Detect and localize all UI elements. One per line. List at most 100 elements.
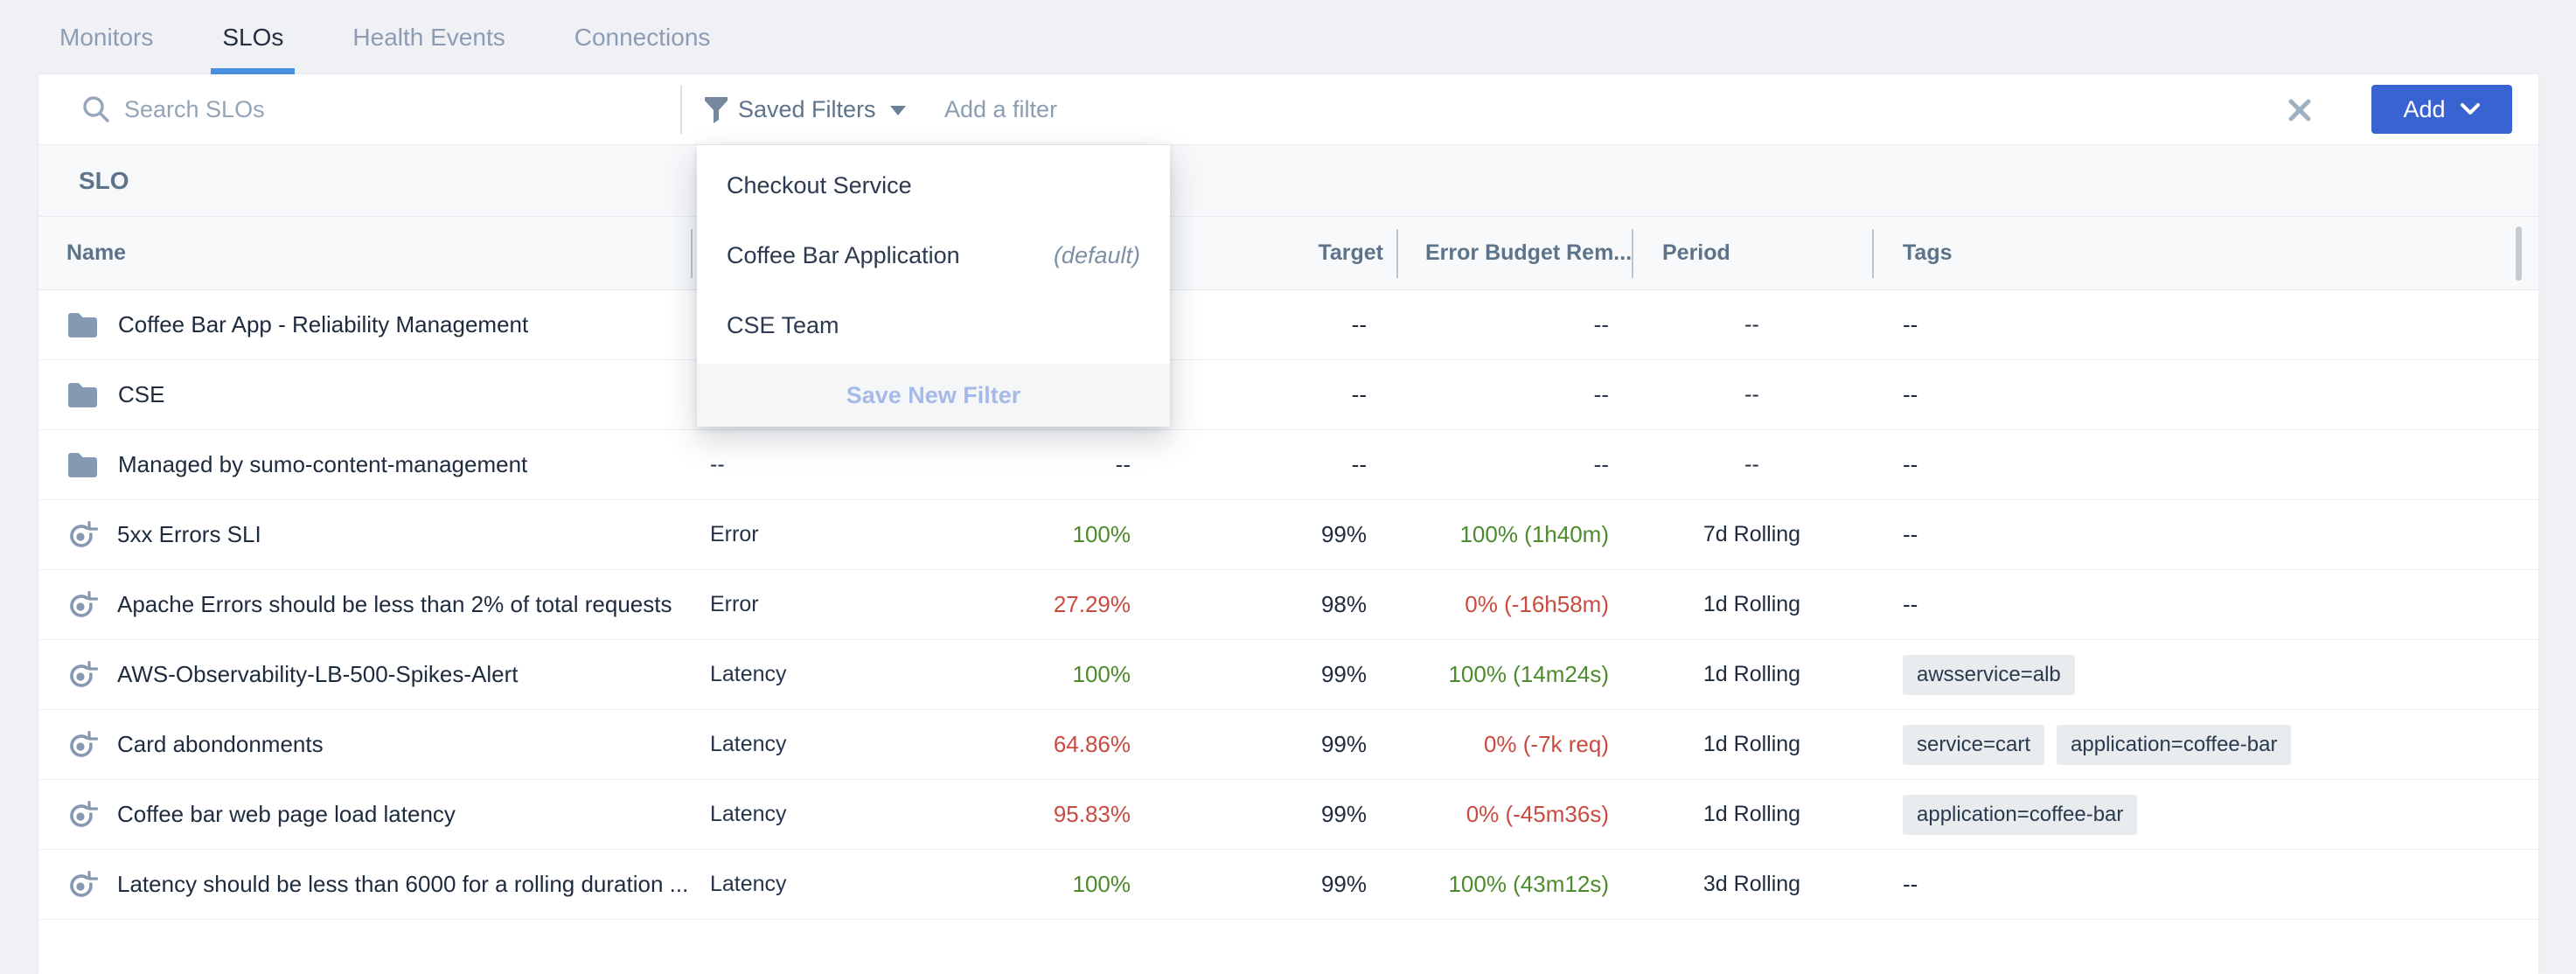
row-signal-type: Error xyxy=(710,592,759,616)
content-panel: Search SLOs Saved Filters Add a filter A… xyxy=(38,74,2538,974)
slo-gauge-icon xyxy=(66,729,98,761)
add-button-label: Add xyxy=(2403,95,2446,122)
table-header: Name Target Error Budget Rem... Period T… xyxy=(38,217,2538,290)
row-period: -- xyxy=(1744,312,1759,337)
table-row[interactable]: Latency should be less than 6000 for a r… xyxy=(38,850,2538,920)
tag-chip: application=coffee-bar xyxy=(2057,724,2292,765)
row-error-budget: 100% (14m24s) xyxy=(1448,661,1609,687)
tab-slos[interactable]: SLOs xyxy=(211,0,296,74)
filter-funnel-icon xyxy=(703,95,729,125)
table-row[interactable]: AWS-Observability-LB-500-Spikes-Alert La… xyxy=(38,640,2538,710)
row-tags-cell: application=coffee-bar xyxy=(1872,794,2538,835)
chevron-down-icon xyxy=(2460,102,2481,116)
folder-icon xyxy=(66,311,99,339)
row-name: AWS-Observability-LB-500-Spikes-Alert xyxy=(117,661,519,687)
row-name-cell: Managed by sumo-content-management xyxy=(38,451,691,479)
row-signal-type: -- xyxy=(710,452,725,477)
row-name-cell: Card abondonments xyxy=(38,729,691,761)
filter-bar-divider xyxy=(680,85,682,134)
row-name: Coffee Bar App - Reliability Management xyxy=(118,311,529,337)
row-name: Coffee bar web page load latency xyxy=(117,801,456,827)
tab-health-events[interactable]: Health Events xyxy=(352,24,505,51)
menu-item-cse-team[interactable]: CSE Team xyxy=(727,311,839,338)
row-period: 7d Rolling xyxy=(1702,522,1801,546)
row-status: 95.83% xyxy=(1053,801,1131,827)
row-name: Managed by sumo-content-management xyxy=(118,451,528,477)
saved-filters-menu: Checkout Service Coffee Bar Application … xyxy=(697,145,1170,427)
clear-filters-button[interactable] xyxy=(2284,94,2315,126)
table-row[interactable]: Apache Errors should be less than 2% of … xyxy=(38,570,2538,640)
row-error-budget: -- xyxy=(1593,311,1609,337)
tag-chip: service=cart xyxy=(1903,724,2045,765)
row-name-cell: Coffee Bar App - Reliability Management xyxy=(38,311,691,339)
chevron-down-icon xyxy=(890,106,906,115)
row-status: 27.29% xyxy=(1053,591,1131,617)
row-status: 100% xyxy=(1072,661,1131,687)
row-target: -- xyxy=(1351,381,1367,407)
column-header-tags[interactable]: Tags xyxy=(1903,240,1953,265)
row-name-cell: Latency should be less than 6000 for a r… xyxy=(38,869,691,901)
row-tags-cell: awsservice=alb xyxy=(1872,654,2538,695)
row-tags-cell: service=cart application=coffee-bar xyxy=(1872,724,2538,765)
row-name: 5xx Errors SLI xyxy=(117,521,261,547)
filter-bar: Search SLOs Saved Filters Add a filter A… xyxy=(38,74,2538,145)
row-signal-type: Error xyxy=(710,522,759,546)
saved-filters-dropdown-trigger[interactable]: Saved Filters xyxy=(738,96,876,122)
table-row[interactable]: 5xx Errors SLI Error 100% 99% 100% (1h40… xyxy=(38,500,2538,570)
menu-item-checkout-service[interactable]: Checkout Service xyxy=(727,171,912,198)
row-status: 100% xyxy=(1072,871,1131,897)
vertical-scrollbar-thumb[interactable] xyxy=(2516,226,2522,281)
folder-icon xyxy=(66,381,99,409)
row-name-cell: Coffee bar web page load latency xyxy=(38,799,691,831)
tab-monitors[interactable]: Monitors xyxy=(59,24,154,51)
section-title: SLO xyxy=(79,167,129,194)
row-signal-type: Latency xyxy=(710,802,787,826)
column-divider xyxy=(1632,229,1633,278)
slo-section-header: SLO xyxy=(38,145,2538,217)
row-period: 1d Rolling xyxy=(1702,802,1801,826)
column-divider xyxy=(1872,229,1874,278)
column-header-period[interactable]: Period xyxy=(1662,240,1730,265)
row-tags-cell: -- xyxy=(1903,871,1918,897)
row-tags-cell: -- xyxy=(1903,311,1918,337)
row-period: 1d Rolling xyxy=(1702,592,1801,616)
column-header-name[interactable]: Name xyxy=(66,240,127,265)
column-divider xyxy=(691,229,693,278)
row-error-budget: 0% (-7k req) xyxy=(1483,731,1609,757)
row-signal-type: Latency xyxy=(710,872,787,896)
menu-item-coffee-bar-application[interactable]: Coffee Bar Application (default) xyxy=(727,241,1140,268)
row-period: -- xyxy=(1744,452,1759,477)
table-row[interactable]: Managed by sumo-content-management -- --… xyxy=(38,430,2538,500)
slo-gauge-icon xyxy=(66,869,98,901)
row-name-cell: Apache Errors should be less than 2% of … xyxy=(38,589,691,621)
table-row[interactable]: Coffee Bar App - Reliability Management … xyxy=(38,290,2538,360)
row-target: 99% xyxy=(1320,661,1367,687)
column-header-error-budget[interactable]: Error Budget Rem... xyxy=(1425,240,1633,265)
row-error-budget: 0% (-16h58m) xyxy=(1465,591,1609,617)
row-target: -- xyxy=(1351,311,1367,337)
row-error-budget: 100% (1h40m) xyxy=(1459,521,1609,547)
row-target: -- xyxy=(1351,451,1367,477)
row-status: 64.86% xyxy=(1053,731,1131,757)
row-signal-type: Latency xyxy=(710,662,787,686)
add-filter-input[interactable]: Add a filter xyxy=(944,96,1058,122)
add-button[interactable]: Add xyxy=(2371,85,2512,134)
tab-connections[interactable]: Connections xyxy=(574,24,711,51)
search-input[interactable]: Search SLOs xyxy=(124,96,265,122)
row-target: 99% xyxy=(1320,871,1367,897)
row-error-budget: 100% (43m12s) xyxy=(1448,871,1609,897)
row-period: 1d Rolling xyxy=(1702,732,1801,756)
row-tags-cell: -- xyxy=(1903,381,1918,407)
slo-gauge-icon xyxy=(66,659,98,691)
row-status: 100% xyxy=(1072,521,1131,547)
table-row[interactable]: CSE -- -- -- -- -- -- xyxy=(38,360,2538,430)
table-row[interactable]: Card abondonments Latency 64.86% 99% 0% … xyxy=(38,710,2538,780)
row-tags-cell: -- xyxy=(1903,591,1918,617)
column-divider xyxy=(1396,229,1398,278)
save-new-filter-button[interactable]: Save New Filter xyxy=(697,364,1170,427)
row-period: -- xyxy=(1744,382,1759,407)
column-header-target[interactable]: Target xyxy=(1318,240,1383,265)
tag-chip: awsservice=alb xyxy=(1903,654,2075,695)
table-row[interactable]: Coffee bar web page load latency Latency… xyxy=(38,780,2538,850)
